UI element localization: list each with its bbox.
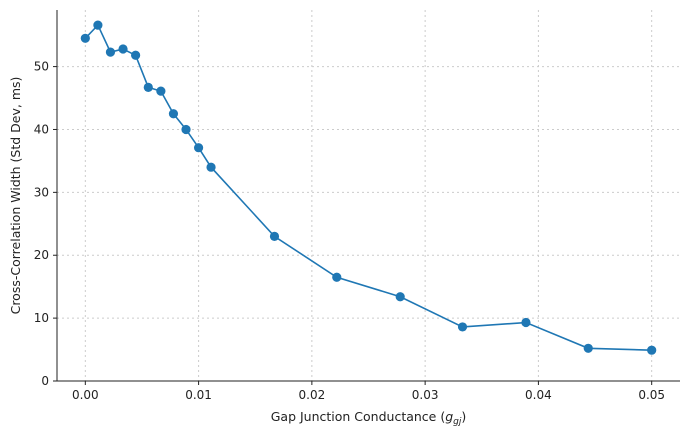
y-tick-label: 0: [41, 374, 49, 388]
data-point: [457, 322, 468, 332]
data-point: [193, 143, 204, 153]
data-point: [168, 109, 179, 119]
series-layer: [80, 20, 657, 355]
data-point: [80, 33, 90, 43]
data-point: [118, 44, 128, 54]
data-point: [521, 317, 531, 328]
data-point: [583, 343, 593, 353]
data-point: [269, 231, 280, 241]
y-tick-label: 20: [34, 248, 49, 262]
data-point: [105, 47, 116, 57]
y-tick-label: 40: [34, 122, 49, 136]
axis-ticks: 0.00 0.01 0.02 0.03 0.04 0.05 0 10 20 30 40 50: [34, 60, 665, 402]
x-axis-title-close: ): [461, 409, 466, 424]
data-point: [332, 272, 342, 282]
y-axis-title: Cross-Correlation Width (Std Dev, ms): [8, 77, 23, 315]
data-point: [143, 82, 153, 92]
x-axis-title-variable: g: [445, 409, 453, 424]
data-point: [647, 345, 657, 355]
y-tick-label: 30: [34, 185, 49, 199]
data-point: [395, 292, 405, 302]
x-tick-label: 0.04: [525, 388, 552, 402]
y-tick-label: 10: [34, 311, 49, 325]
series-line: [84, 23, 652, 351]
data-point: [131, 50, 141, 60]
x-tick-label: 0.02: [299, 388, 326, 402]
data-point: [93, 20, 103, 30]
x-axis-title-subscript: gj: [453, 417, 462, 427]
y-tick-label: 50: [34, 60, 49, 74]
x-tick-label: 0.05: [638, 388, 665, 402]
data-point: [156, 86, 166, 96]
x-axis-title-text: Gap Junction Conductance (: [271, 409, 446, 424]
data-point: [206, 162, 216, 172]
data-point: [181, 124, 191, 135]
grid-lines: [57, 10, 680, 382]
x-tick-label: 0.03: [412, 388, 439, 402]
x-tick-label: 0.00: [72, 388, 99, 402]
x-axis-title: Gap Junction Conductance (ggj): [271, 409, 467, 427]
x-tick-label: 0.01: [185, 388, 212, 402]
